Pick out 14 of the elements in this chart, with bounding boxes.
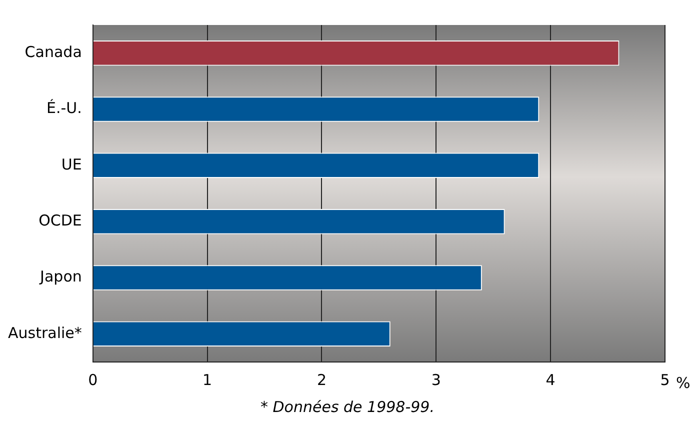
x-axis-title: % [676, 374, 690, 392]
text: * Données de 1998-99. [259, 398, 436, 416]
y-tick-label: UE [61, 155, 82, 174]
y-tick-label: Japon [39, 268, 82, 286]
y-tick-label: Canada [24, 42, 82, 61]
y-tick-label: É.-U. [46, 99, 82, 118]
y-tick-label: OCDE [38, 211, 82, 230]
x-tick-label: 2 [316, 370, 327, 389]
x-tick-label: 5 [660, 370, 670, 389]
x-tick-label: 4 [546, 370, 556, 389]
y-tick-label: Australie* [8, 324, 82, 342]
x-tick-label: 3 [431, 370, 441, 389]
x-tick-label: 0 [88, 370, 98, 389]
x-tick-label: 1 [202, 370, 212, 389]
